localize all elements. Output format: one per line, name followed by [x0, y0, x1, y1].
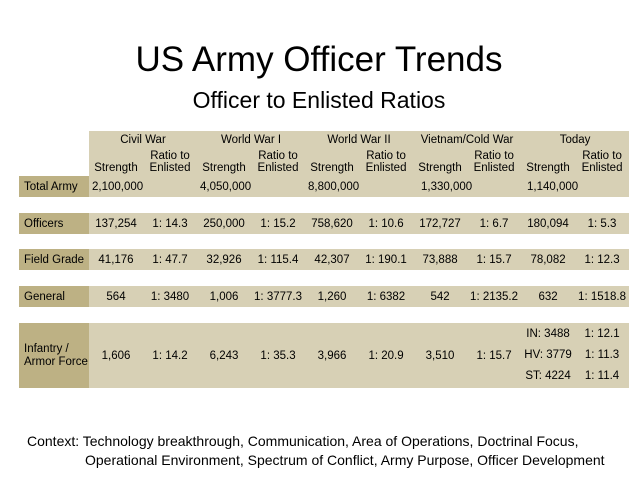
table-cell: 180,094 — [521, 213, 576, 234]
table-cell: 1: 3480 — [143, 286, 198, 307]
ratio-header: Ratio to Enlisted — [467, 149, 522, 176]
table-row-field-grade: Field Grade 41,176 1: 47.7 32,926 1: 115… — [19, 249, 630, 270]
table-cell: 41,176 — [89, 249, 143, 270]
table-cell: 4,050,000 — [197, 176, 251, 197]
table-cell: 172,727 — [413, 213, 468, 234]
table-cell: 250,000 — [197, 213, 252, 234]
era-header: World War II — [305, 131, 414, 149]
table-cell: 1,006 — [197, 286, 252, 307]
table-cell: 3,510 — [413, 323, 468, 388]
row-label: General — [19, 286, 89, 307]
table-cell: 1: 3777.3 — [251, 286, 306, 307]
era-header: Today — [521, 131, 630, 149]
context-line-2: Operational Environment, Spectrum of Con… — [85, 452, 605, 468]
table-cell: 1,606 — [89, 323, 143, 388]
strength-header: Strength — [413, 149, 468, 176]
row-label: Infantry / Armor Force — [19, 323, 89, 388]
slide-title: US Army Officer Trends — [135, 40, 503, 79]
table-cell: 1: 11.4 — [584, 370, 620, 382]
sub-header-row: Strength Ratio to Enlisted Strength Rati… — [19, 149, 630, 176]
table-cell: 2,100,000 — [89, 176, 143, 197]
today-strength-cell: IN: 3488 HV: 3779 ST: 4224 — [521, 323, 576, 388]
table-cell: 1: 47.7 — [143, 249, 198, 270]
era-header: Vietnam/Cold War — [413, 131, 522, 149]
table-row-officers: Officers 137,254 1: 14.3 250,000 1: 15.2… — [19, 213, 630, 234]
table-cell: 1: 190.1 — [359, 249, 414, 270]
table-cell: 1: 14.2 — [143, 323, 198, 388]
table-cell: 1: 5.3 — [575, 213, 630, 234]
table-cell: 542 — [413, 286, 468, 307]
table-row-general: General 564 1: 3480 1,006 1: 3777.3 1,26… — [19, 286, 630, 307]
today-ratio-cell: 1: 12.1 1: 11.3 1: 11.4 — [575, 323, 630, 388]
table-cell: 1: 15.7 — [467, 323, 522, 388]
table-cell: 1: 12.3 — [575, 249, 630, 270]
strength-header: Strength — [89, 149, 143, 176]
table-cell: ST: 4224 — [525, 370, 571, 382]
table-cell: 1: 10.6 — [359, 213, 414, 234]
table-cell: 1,330,000 — [413, 176, 472, 197]
table-cell: 32,926 — [197, 249, 252, 270]
ratio-header: Ratio to Enlisted — [143, 149, 198, 176]
table-cell: 1: 14.3 — [143, 213, 198, 234]
row-label: Total Army — [19, 176, 89, 197]
table-row-total-army: Total Army 2,100,000 4,050,000 8,800,000… — [19, 176, 630, 197]
table-cell: 1: 2135.2 — [467, 286, 522, 307]
table-cell: 3,966 — [305, 323, 360, 388]
table-cell: 1: 6.7 — [467, 213, 522, 234]
table-cell: HV: 3779 — [524, 349, 572, 361]
table-cell: 6,243 — [197, 323, 252, 388]
table-cell: 1: 35.3 — [251, 323, 306, 388]
table-cell: 758,620 — [305, 213, 360, 234]
era-header: World War I — [197, 131, 306, 149]
context-line-1: Context: Technology breakthrough, Commun… — [27, 433, 579, 449]
table-cell: 42,307 — [305, 249, 360, 270]
table-cell: 78,082 — [521, 249, 576, 270]
table-cell — [467, 176, 522, 197]
officer-ratio-table: Civil War World War I World War II Vietn… — [19, 131, 630, 388]
table-cell: 73,888 — [413, 249, 468, 270]
table-cell: 1: 15.7 — [467, 249, 522, 270]
table-cell: 1: 6382 — [359, 286, 414, 307]
ratio-header: Ratio to Enlisted — [575, 149, 630, 176]
table-cell: 1: 15.2 — [251, 213, 306, 234]
table-cell: 8,800,000 — [305, 176, 359, 197]
table-cell — [143, 176, 198, 197]
table-cell: 564 — [89, 286, 143, 307]
table-cell: 137,254 — [89, 213, 143, 234]
table-cell: IN: 3488 — [526, 328, 570, 340]
strength-header: Strength — [521, 149, 576, 176]
table-cell — [251, 176, 306, 197]
table-cell: 1,140,000 — [521, 176, 578, 197]
era-header: Civil War — [89, 131, 198, 149]
table-cell: 1,260 — [305, 286, 360, 307]
era-header-row: Civil War World War I World War II Vietn… — [19, 131, 630, 149]
table-cell: 1: 1518.8 — [575, 286, 630, 307]
strength-header: Strength — [305, 149, 360, 176]
table-cell: 1: 115.4 — [251, 249, 306, 270]
row-label: Field Grade — [19, 249, 89, 270]
table-cell: 1: 20.9 — [359, 323, 414, 388]
table-row-infantry-armor: Infantry / Armor Force 1,606 1: 14.2 6,2… — [19, 323, 630, 388]
context-note: Context: Technology breakthrough, Commun… — [27, 432, 605, 470]
strength-header: Strength — [197, 149, 252, 176]
slide-subtitle: Officer to Enlisted Ratios — [192, 87, 446, 113]
table-cell — [359, 176, 414, 197]
ratio-header: Ratio to Enlisted — [359, 149, 414, 176]
row-label: Officers — [19, 213, 89, 234]
table-cell — [575, 176, 630, 197]
table-cell: 632 — [521, 286, 576, 307]
table-cell: 1: 12.1 — [584, 328, 620, 340]
table-cell: 1: 11.3 — [584, 349, 620, 361]
ratio-header: Ratio to Enlisted — [251, 149, 306, 176]
